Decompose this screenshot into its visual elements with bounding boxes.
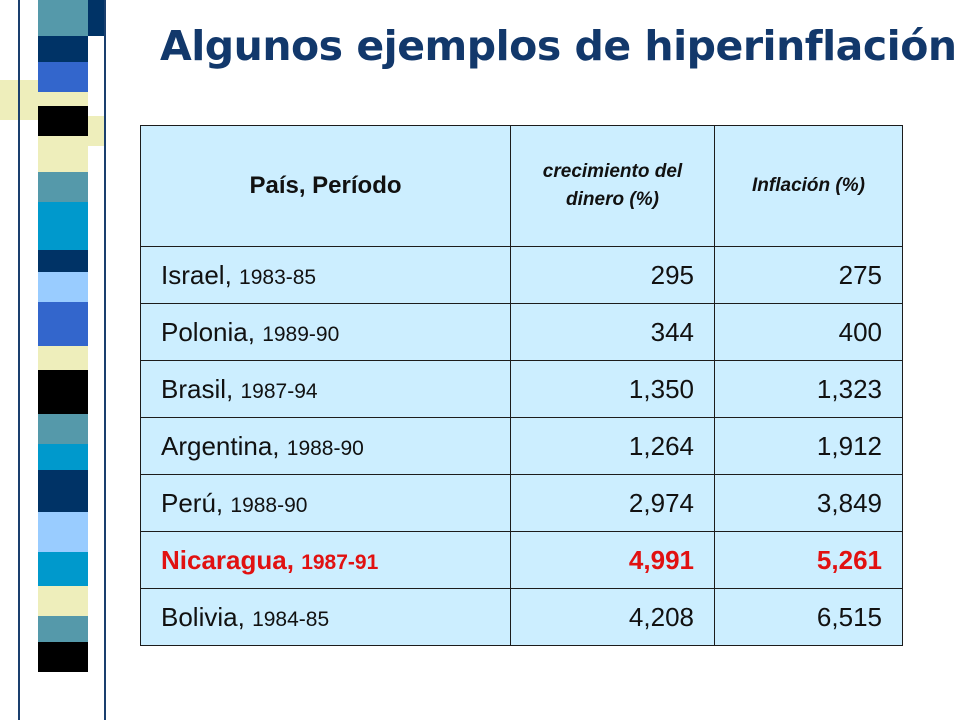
mosaic-block — [38, 512, 88, 552]
period: 1984-85 — [252, 607, 330, 631]
mosaic-block — [88, 56, 104, 116]
inflation-cell: 5,261 — [714, 531, 903, 589]
mosaic-block — [38, 302, 88, 346]
mosaic-block — [38, 202, 88, 250]
mosaic-block — [38, 586, 88, 616]
country-name: Perú, — [161, 487, 224, 518]
country-cell: Israel, 1983-85 — [140, 246, 511, 304]
inflation-cell: 400 — [714, 303, 903, 361]
country-cell: Nicaragua, 1987-91 — [140, 531, 511, 589]
country-name: Brasil, — [161, 373, 234, 404]
country-cell: Argentina, 1988-90 — [140, 417, 511, 475]
mosaic-divider-line — [104, 0, 106, 720]
mosaic-block — [38, 62, 88, 92]
period: 1989-90 — [262, 322, 340, 346]
header-money-growth: crecimiento del dinero (%) — [510, 125, 715, 247]
period: 1987-91 — [301, 550, 379, 574]
mosaic-block — [38, 672, 88, 720]
inflation-cell: 1,912 — [714, 417, 903, 475]
inflation-cell: 3,849 — [714, 474, 903, 532]
country-name: Bolivia, — [161, 601, 245, 632]
mosaic-block — [38, 470, 88, 512]
period: 1988-90 — [230, 493, 308, 517]
inflation-cell: 1,323 — [714, 360, 903, 418]
table-row: Argentina, 1988-90 1,264 1,912 — [140, 417, 903, 475]
country-name: Argentina, — [161, 430, 280, 461]
mosaic-block — [38, 172, 88, 202]
mosaic-block — [38, 370, 88, 414]
mosaic-block — [38, 346, 88, 370]
table-row: Bolivia, 1984-85 4,208 6,515 — [140, 588, 903, 646]
country-cell: Perú, 1988-90 — [140, 474, 511, 532]
table-row: Polonia, 1989-90 344 400 — [140, 303, 903, 361]
decorative-mosaic-strip — [0, 0, 110, 720]
header-country-period: País, Período — [140, 125, 511, 247]
country-name: Israel, — [161, 259, 232, 290]
mosaic-block — [38, 136, 88, 172]
period: 1983-85 — [239, 265, 317, 289]
mosaic-divider-line — [18, 0, 20, 720]
mosaic-block — [88, 0, 104, 36]
country-cell: Bolivia, 1984-85 — [140, 588, 511, 646]
mosaic-block — [88, 116, 104, 146]
country-cell: Brasil, 1987-94 — [140, 360, 511, 418]
country-cell: Polonia, 1989-90 — [140, 303, 511, 361]
table-header-row: País, Período crecimiento del dinero (%)… — [140, 125, 903, 247]
mosaic-block — [38, 92, 88, 106]
money-growth-cell: 2,974 — [510, 474, 715, 532]
mosaic-block — [38, 552, 88, 586]
period: 1988-90 — [286, 436, 364, 460]
table-row: Israel, 1983-85 295 275 — [140, 246, 903, 304]
mosaic-block — [38, 414, 88, 444]
table-row: Brasil, 1987-94 1,350 1,323 — [140, 360, 903, 418]
hyperinflation-table: País, Período crecimiento del dinero (%)… — [140, 125, 903, 646]
table-row: Perú, 1988-90 2,974 3,849 — [140, 474, 903, 532]
mosaic-block — [38, 0, 88, 36]
inflation-cell: 6,515 — [714, 588, 903, 646]
mosaic-block — [38, 36, 88, 62]
mosaic-block — [38, 250, 88, 272]
money-growth-cell: 1,264 — [510, 417, 715, 475]
money-growth-cell: 1,350 — [510, 360, 715, 418]
country-name: Polonia, — [161, 316, 255, 347]
mosaic-block — [38, 106, 88, 136]
header-inflation: Inflación (%) — [714, 125, 903, 247]
mosaic-block — [38, 272, 88, 302]
mosaic-block — [88, 146, 104, 202]
inflation-cell: 275 — [714, 246, 903, 304]
period: 1987-94 — [240, 379, 318, 403]
table-row-highlighted: Nicaragua, 1987-91 4,991 5,261 — [140, 531, 903, 589]
money-growth-cell: 4,991 — [510, 531, 715, 589]
slide-title: Algunos ejemplos de hiperinflación — [160, 22, 957, 70]
money-growth-cell: 4,208 — [510, 588, 715, 646]
mosaic-block — [38, 616, 88, 642]
mosaic-block — [38, 444, 88, 470]
money-growth-cell: 295 — [510, 246, 715, 304]
country-name: Nicaragua, — [161, 544, 294, 575]
mosaic-block — [38, 642, 88, 672]
money-growth-cell: 344 — [510, 303, 715, 361]
